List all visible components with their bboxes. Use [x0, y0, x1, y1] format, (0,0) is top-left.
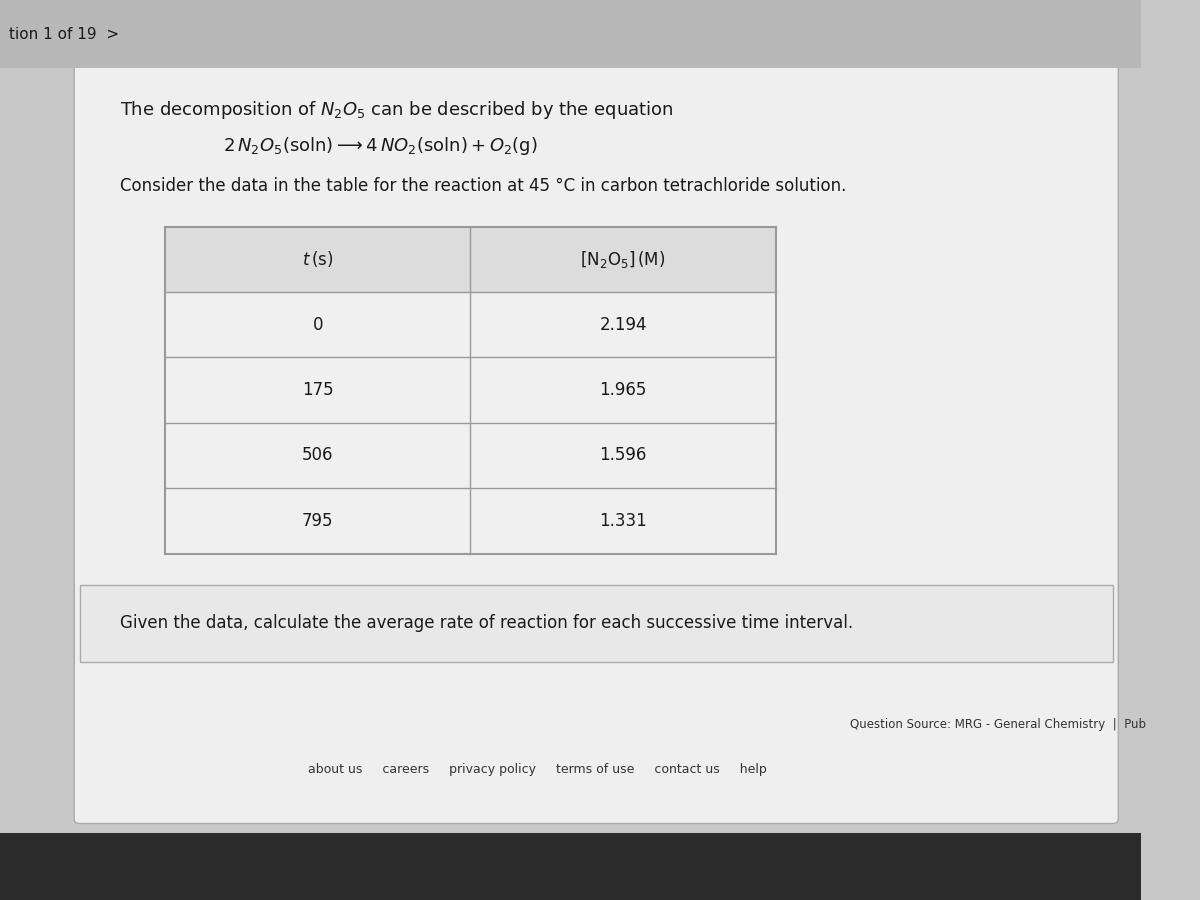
- Bar: [0, 0, 1141, 68]
- Bar: [0, 832, 1141, 900]
- Text: tion 1 of 19  >: tion 1 of 19 >: [10, 27, 119, 41]
- Text: Consider the data in the table for the reaction at 45 °C in carbon tetrachloride: Consider the data in the table for the r…: [120, 177, 846, 195]
- Text: 506: 506: [302, 446, 334, 464]
- Text: 1.331: 1.331: [599, 512, 647, 530]
- Text: Question Source: MRG - General Chemistry  |  Pub: Question Source: MRG - General Chemistry…: [850, 718, 1146, 731]
- FancyBboxPatch shape: [74, 63, 1118, 824]
- Text: Given the data, calculate the average rate of reaction for each successive time : Given the data, calculate the average ra…: [120, 614, 853, 632]
- Text: 795: 795: [302, 512, 334, 530]
- Text: $t\,\mathrm{(s)}$: $t\,\mathrm{(s)}$: [302, 249, 334, 269]
- Text: 0: 0: [312, 316, 323, 334]
- Text: about us     careers     privacy policy     terms of use     contact us     help: about us careers privacy policy terms of…: [308, 763, 767, 776]
- Bar: [80, 585, 1112, 662]
- Text: 2.194: 2.194: [599, 316, 647, 334]
- Text: 1.596: 1.596: [599, 446, 647, 464]
- Bar: [166, 227, 776, 554]
- Text: $2\,N_2O_5\mathrm{(soln)} \longrightarrow 4\,NO_2\mathrm{(soln)} + O_2\mathrm{(g: $2\,N_2O_5\mathrm{(soln)} \longrightarro…: [222, 135, 538, 157]
- Text: 1.965: 1.965: [599, 382, 647, 400]
- Bar: [166, 227, 776, 292]
- Text: $[\mathrm{N_2O_5}]\,\mathrm{(M)}$: $[\mathrm{N_2O_5}]\,\mathrm{(M)}$: [581, 249, 666, 270]
- Text: The decomposition of $\mathit{N}_2\mathit{O}_5$ can be described by the equation: The decomposition of $\mathit{N}_2\mathi…: [120, 99, 673, 121]
- Text: 175: 175: [302, 382, 334, 400]
